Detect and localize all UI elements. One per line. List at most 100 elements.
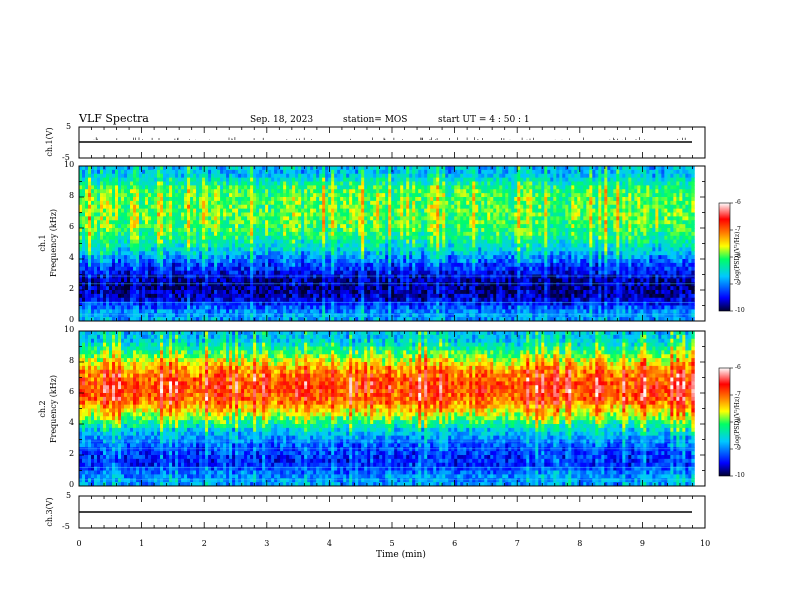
spectrogram-cell bbox=[340, 259, 344, 264]
spectrogram-cell bbox=[184, 247, 188, 252]
spectrogram-cell bbox=[379, 293, 383, 299]
spectrogram-cell bbox=[208, 282, 212, 287]
spectrogram-cell bbox=[358, 266, 362, 272]
spectrogram-cell bbox=[196, 181, 200, 186]
spectrogram-cell bbox=[166, 297, 170, 303]
spectrogram-cell bbox=[247, 247, 251, 252]
spectrogram-cell bbox=[322, 247, 326, 252]
spectrogram-cell bbox=[445, 212, 449, 217]
spectrogram-cell bbox=[85, 220, 89, 225]
spectrogram-cell bbox=[337, 224, 341, 229]
spectrogram-cell bbox=[367, 224, 371, 229]
spectrogram-cell bbox=[328, 313, 332, 318]
spectrogram-cell bbox=[172, 208, 176, 213]
spectrogram-cell bbox=[127, 231, 131, 237]
spectrogram-cell bbox=[289, 193, 293, 198]
spectrogram-cell bbox=[358, 313, 362, 318]
spectrogram-cell bbox=[133, 208, 137, 213]
spectrogram-cell bbox=[412, 239, 416, 244]
spectrogram-cell bbox=[199, 224, 203, 229]
spectrogram-cell bbox=[94, 235, 98, 241]
spectrogram-cell bbox=[343, 224, 347, 229]
spectrogram-cell bbox=[427, 243, 431, 248]
spectrogram-cell bbox=[226, 286, 230, 291]
spectrogram-cell bbox=[361, 313, 365, 318]
spectrogram-cell bbox=[256, 208, 260, 213]
spectrogram-cell bbox=[265, 185, 269, 190]
spectrogram-cell bbox=[316, 224, 320, 229]
spectrogram-cell bbox=[388, 224, 392, 229]
spectrogram-cell bbox=[349, 309, 353, 314]
spectrogram-cell bbox=[175, 204, 179, 210]
spectrogram-cell bbox=[343, 220, 347, 225]
spectrogram-cell bbox=[109, 309, 113, 314]
spectrogram-cell bbox=[286, 293, 290, 299]
spectrogram-cell bbox=[151, 278, 155, 283]
spectrogram-cell bbox=[166, 270, 170, 275]
spectrogram-cell bbox=[142, 166, 146, 171]
spectrogram-cell bbox=[205, 189, 209, 194]
spectrogram-cell bbox=[157, 270, 161, 275]
spectrogram-cell bbox=[415, 251, 419, 256]
spectrogram-cell bbox=[379, 286, 383, 291]
spectrogram-cell bbox=[304, 266, 308, 272]
spectrogram-cell bbox=[376, 274, 380, 279]
spectrogram-cell bbox=[421, 185, 425, 190]
spectrogram-cell bbox=[151, 274, 155, 279]
spectrogram-cell bbox=[115, 169, 119, 175]
spectrogram-cell bbox=[106, 297, 110, 303]
spectrogram-cell bbox=[394, 169, 398, 175]
spectrogram-cell bbox=[232, 255, 236, 260]
spectrogram-cell bbox=[382, 290, 386, 295]
spectrogram-cell bbox=[427, 255, 431, 260]
spectrogram-cell bbox=[331, 185, 335, 190]
spectrogram-cell bbox=[298, 193, 302, 198]
spectrogram-cell bbox=[112, 189, 116, 194]
spectrogram-cell bbox=[292, 278, 296, 283]
spectrogram-cell bbox=[196, 200, 200, 206]
spectrogram-cell bbox=[421, 181, 425, 186]
spectrogram-cell bbox=[418, 239, 422, 244]
spectrogram-cell bbox=[82, 266, 86, 272]
spectrogram-cell bbox=[181, 309, 185, 314]
spectrogram-cell bbox=[382, 243, 386, 248]
spectrogram-cell bbox=[364, 224, 368, 229]
spectrogram-cell bbox=[370, 301, 374, 306]
spectrogram-cell bbox=[394, 297, 398, 303]
spectrogram-cell bbox=[379, 313, 383, 318]
spectrogram-cell bbox=[178, 189, 182, 194]
spectrogram-cell bbox=[175, 305, 179, 310]
spectrogram-cell bbox=[160, 189, 164, 194]
spectrogram-cell bbox=[118, 293, 122, 299]
spectrogram-cell bbox=[178, 262, 182, 268]
spectrogram-cell bbox=[286, 317, 290, 322]
spectrogram-cell bbox=[172, 286, 176, 291]
spectrogram-cell bbox=[421, 266, 425, 272]
spectrogram-cell bbox=[100, 290, 104, 295]
spectrogram-cell bbox=[235, 166, 239, 171]
spectrogram-cell bbox=[286, 193, 290, 198]
spectrogram-cell bbox=[394, 286, 398, 291]
spectrogram-cell bbox=[274, 193, 278, 198]
spectrogram-cell bbox=[304, 200, 308, 206]
spectrogram-cell bbox=[139, 278, 143, 283]
spectrogram-cell bbox=[277, 166, 281, 171]
spectrogram-cell bbox=[163, 313, 167, 318]
spectrogram-cell bbox=[229, 293, 233, 299]
spectrogram-cell bbox=[352, 286, 356, 291]
spectrogram-cell bbox=[367, 208, 371, 213]
spectrogram-cell bbox=[439, 204, 443, 210]
spectrogram-cell bbox=[112, 197, 116, 202]
spectrogram-cell bbox=[397, 224, 401, 229]
spectrogram-cell bbox=[274, 266, 278, 272]
spectrogram-cell bbox=[355, 212, 359, 217]
spectrogram-cell bbox=[439, 200, 443, 206]
spectrogram-cell bbox=[199, 169, 203, 175]
spectrogram-cell bbox=[154, 247, 158, 252]
spectrogram-cell bbox=[136, 239, 140, 244]
spectrogram-cell bbox=[439, 220, 443, 225]
spectrogram-cell bbox=[313, 235, 317, 241]
spectrogram-cell bbox=[310, 169, 314, 175]
spectrogram-cell bbox=[181, 274, 185, 279]
spectrogram-cell bbox=[85, 290, 89, 295]
